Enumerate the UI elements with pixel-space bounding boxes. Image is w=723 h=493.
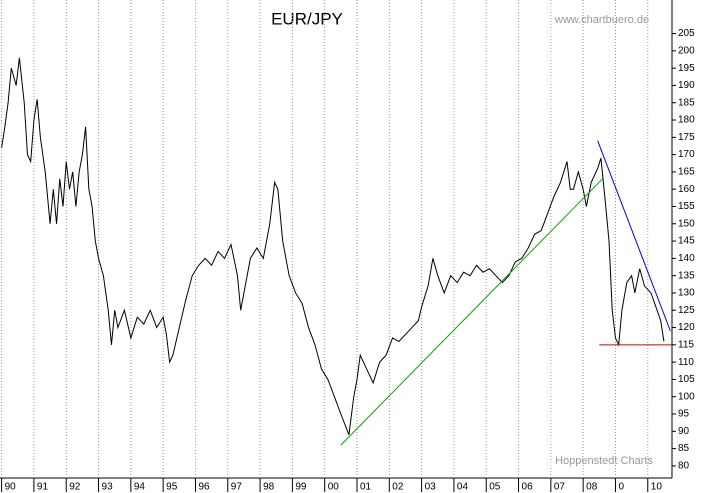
x-tick-label: 90: [5, 482, 17, 493]
x-tick-label: 10: [651, 482, 663, 493]
y-tick-label: 195: [678, 63, 695, 74]
x-tick-label: 99: [295, 482, 307, 493]
chart-title: EUR/JPY: [271, 9, 343, 28]
y-tick-label: 120: [678, 322, 695, 333]
y-tick-label: 150: [678, 218, 695, 229]
x-tick-label: 95: [166, 482, 178, 493]
y-tick-label: 85: [678, 443, 690, 454]
x-tick-label: 05: [489, 482, 501, 493]
y-tick-label: 130: [678, 288, 695, 299]
x-tick-label: 04: [457, 482, 469, 493]
x-tick-label: 91: [37, 482, 49, 493]
y-tick-label: 110: [678, 357, 694, 368]
x-tick-label: 00: [328, 482, 340, 493]
x-tick-label: 94: [134, 482, 146, 493]
y-tick-label: 80: [678, 461, 690, 472]
y-tick-label: 135: [678, 270, 695, 281]
x-tick-label: 03: [425, 482, 437, 493]
y-tick-label: 155: [678, 201, 695, 212]
y-tick-label: 180: [678, 115, 695, 126]
y-tick-label: 145: [678, 236, 695, 247]
x-tick-label: 97: [231, 482, 243, 493]
y-tick-label: 205: [678, 28, 695, 39]
y-tick-label: 185: [678, 97, 695, 108]
trend-line: [597, 140, 671, 332]
y-tick-label: 105: [678, 374, 695, 385]
x-tick-label: 02: [392, 482, 404, 493]
watermark: www.chartbuero.de: [554, 14, 649, 26]
y-tick-label: 190: [678, 80, 695, 91]
y-tick-label: 115: [678, 339, 694, 350]
x-tick-label: 96: [198, 482, 210, 493]
trend-line: [340, 178, 603, 446]
price-line: [1, 57, 665, 435]
y-tick-label: 175: [678, 132, 695, 143]
y-tick-label: 170: [678, 149, 695, 160]
y-tick-label: 160: [678, 184, 695, 195]
x-tick-label: 06: [522, 482, 534, 493]
x-tick-label: 98: [263, 482, 275, 493]
y-tick-label: 100: [678, 391, 695, 402]
x-tick-label: 92: [69, 482, 81, 493]
source: Hoppenstedt Charts: [555, 455, 653, 467]
x-tick-label: 0: [618, 482, 624, 493]
y-tick-label: 140: [678, 253, 695, 264]
x-tick-label: 07: [554, 482, 566, 493]
x-tick-label: 93: [102, 482, 114, 493]
y-tick-label: 200: [678, 45, 695, 56]
y-tick-label: 165: [678, 167, 695, 178]
x-tick-label: 01: [360, 482, 372, 493]
y-tick-label: 95: [678, 409, 690, 420]
y-tick-label: 90: [678, 426, 690, 437]
y-tick-label: 125: [678, 305, 695, 316]
x-tick-label: 08: [586, 482, 598, 493]
